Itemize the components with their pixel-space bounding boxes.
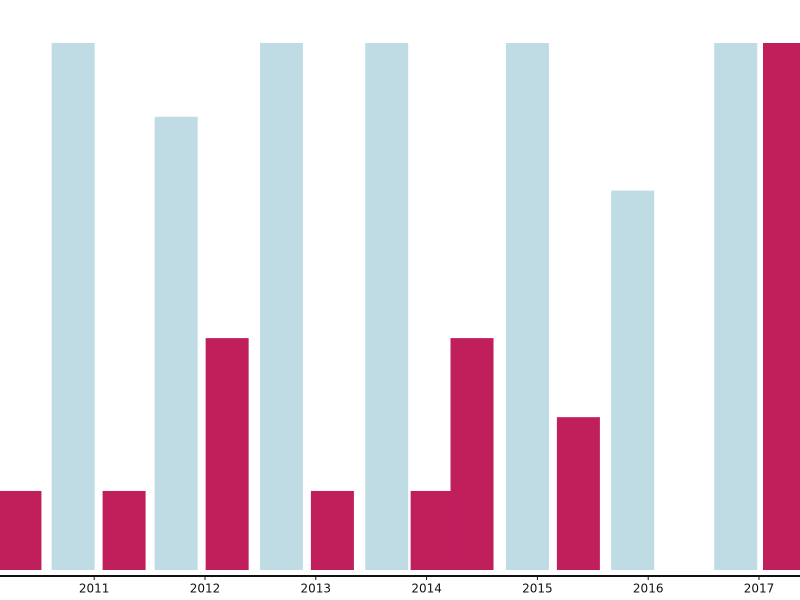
bar <box>259 43 303 570</box>
x-tick-label: 2013 <box>301 582 332 596</box>
bar <box>310 490 354 570</box>
x-tick-label: 2014 <box>411 582 442 596</box>
bar <box>611 190 655 570</box>
bar <box>714 43 758 570</box>
bar <box>410 490 454 570</box>
bar <box>102 490 146 570</box>
bar <box>365 43 409 570</box>
x-tick-label: 2016 <box>633 582 664 596</box>
bar <box>205 338 249 570</box>
bar <box>762 43 800 570</box>
x-tick-label: 2017 <box>744 582 775 596</box>
bar <box>450 338 494 570</box>
bar <box>0 490 42 570</box>
x-tick-label: 2011 <box>79 582 110 596</box>
x-tick-label: 2012 <box>190 582 221 596</box>
bar <box>51 43 95 570</box>
x-tick-label: 2015 <box>522 582 553 596</box>
bar <box>505 43 549 570</box>
bar <box>556 417 600 570</box>
bar <box>154 116 198 570</box>
